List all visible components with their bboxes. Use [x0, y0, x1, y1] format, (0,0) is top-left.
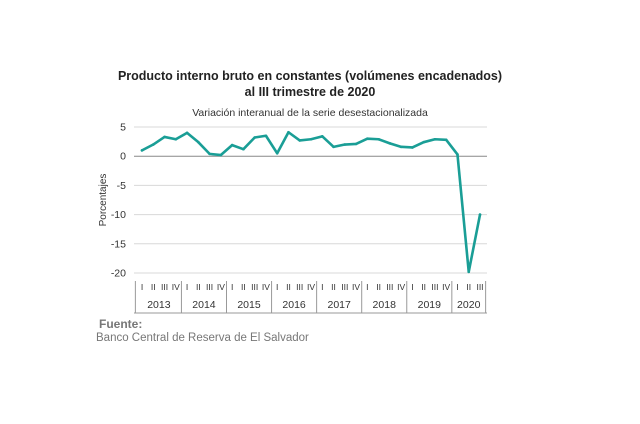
- x-year-label: 2020: [457, 299, 481, 311]
- data-point: [388, 142, 392, 145]
- x-quarter-label: II: [241, 282, 246, 292]
- series-line: [140, 130, 482, 274]
- x-quarter-label: I: [321, 282, 323, 292]
- x-quarter-label: IV: [397, 282, 405, 292]
- data-point: [287, 130, 290, 134]
- data-point: [208, 152, 211, 156]
- x-year-label: 2019: [418, 299, 442, 311]
- data-point: [230, 143, 234, 147]
- data-point: [411, 146, 414, 149]
- y-tick-label: 0: [120, 151, 126, 163]
- y-tick-label: -15: [111, 238, 126, 250]
- x-quarter-label: III: [161, 282, 168, 292]
- source-text: Banco Central de Reserva de El Salvador: [96, 332, 309, 344]
- data-point: [343, 143, 347, 146]
- y-tick-label: 5: [120, 122, 126, 134]
- y-tick-label: -10: [111, 209, 126, 221]
- data-point: [320, 135, 324, 138]
- x-quarter-label: III: [431, 282, 438, 292]
- x-year-label: 2015: [237, 299, 261, 311]
- x-quarter-label: II: [466, 282, 471, 292]
- x-quarter-label: III: [386, 282, 393, 292]
- data-point: [275, 151, 279, 155]
- x-quarter-label: I: [276, 282, 278, 292]
- chart-title: Producto interno bruto en constantes (vo…: [117, 69, 503, 83]
- x-quarter-label: II: [421, 282, 426, 292]
- x-quarter-label: IV: [442, 282, 450, 292]
- data-point: [399, 145, 403, 149]
- data-point: [298, 139, 302, 142]
- x-quarter-label: IV: [307, 282, 315, 292]
- data-point: [456, 153, 459, 156]
- chart-title-line-2: al III trimestre de 2020: [244, 85, 376, 99]
- x-quarter-label: I: [411, 282, 413, 292]
- y-axis-label: Porcentajes: [98, 174, 109, 227]
- x-quarter-label: II: [376, 282, 381, 292]
- data-point: [197, 140, 200, 144]
- x-quarter-label: III: [251, 282, 258, 292]
- x-quarter-label: I: [141, 282, 143, 292]
- x-quarter-label: III: [206, 282, 213, 292]
- data-point: [242, 147, 245, 151]
- chart-subtitle: Variación interanual de la serie desesta…: [192, 107, 428, 119]
- data-point: [332, 145, 335, 149]
- x-quarter-label: II: [331, 282, 336, 292]
- data-point: [422, 140, 425, 144]
- x-year-label: 2017: [327, 299, 351, 311]
- data-point: [264, 134, 268, 138]
- data-point: [309, 137, 313, 141]
- data-point: [140, 149, 144, 152]
- x-quarter-label: II: [151, 282, 156, 292]
- x-year-label: 2018: [373, 299, 397, 311]
- data-point: [366, 137, 369, 140]
- y-tick-label: -5: [117, 180, 126, 192]
- data-point: [174, 137, 178, 141]
- data-point: [433, 137, 437, 141]
- x-quarter-label: III: [476, 282, 483, 292]
- x-year-label: 2016: [282, 299, 306, 311]
- x-quarter-label: IV: [217, 282, 225, 292]
- data-point: [185, 131, 189, 135]
- x-quarter-label: III: [296, 282, 303, 292]
- data-point: [444, 138, 448, 142]
- x-quarter-label: I: [456, 282, 458, 292]
- x-quarter-label: IV: [172, 282, 180, 292]
- x-quarter-label: IV: [262, 282, 270, 292]
- x-year-label: 2013: [147, 299, 171, 311]
- data-point: [467, 270, 471, 274]
- data-point: [478, 213, 482, 216]
- x-year-label: 2014: [192, 299, 216, 311]
- x-quarter-label: I: [366, 282, 368, 292]
- data-point: [253, 136, 256, 139]
- data-point: [163, 135, 166, 139]
- y-tick-label: -20: [111, 268, 126, 280]
- source-label: Fuente:: [99, 317, 143, 331]
- x-quarter-label: IV: [352, 282, 360, 292]
- x-quarter-label: III: [341, 282, 348, 292]
- x-quarter-label: I: [231, 282, 233, 292]
- data-point: [377, 137, 380, 141]
- x-quarter-label: II: [196, 282, 201, 292]
- x-quarter-label: II: [286, 282, 291, 292]
- x-quarter-label: I: [186, 282, 188, 292]
- data-point: [151, 143, 155, 146]
- data-point: [219, 153, 223, 157]
- data-point: [354, 142, 358, 146]
